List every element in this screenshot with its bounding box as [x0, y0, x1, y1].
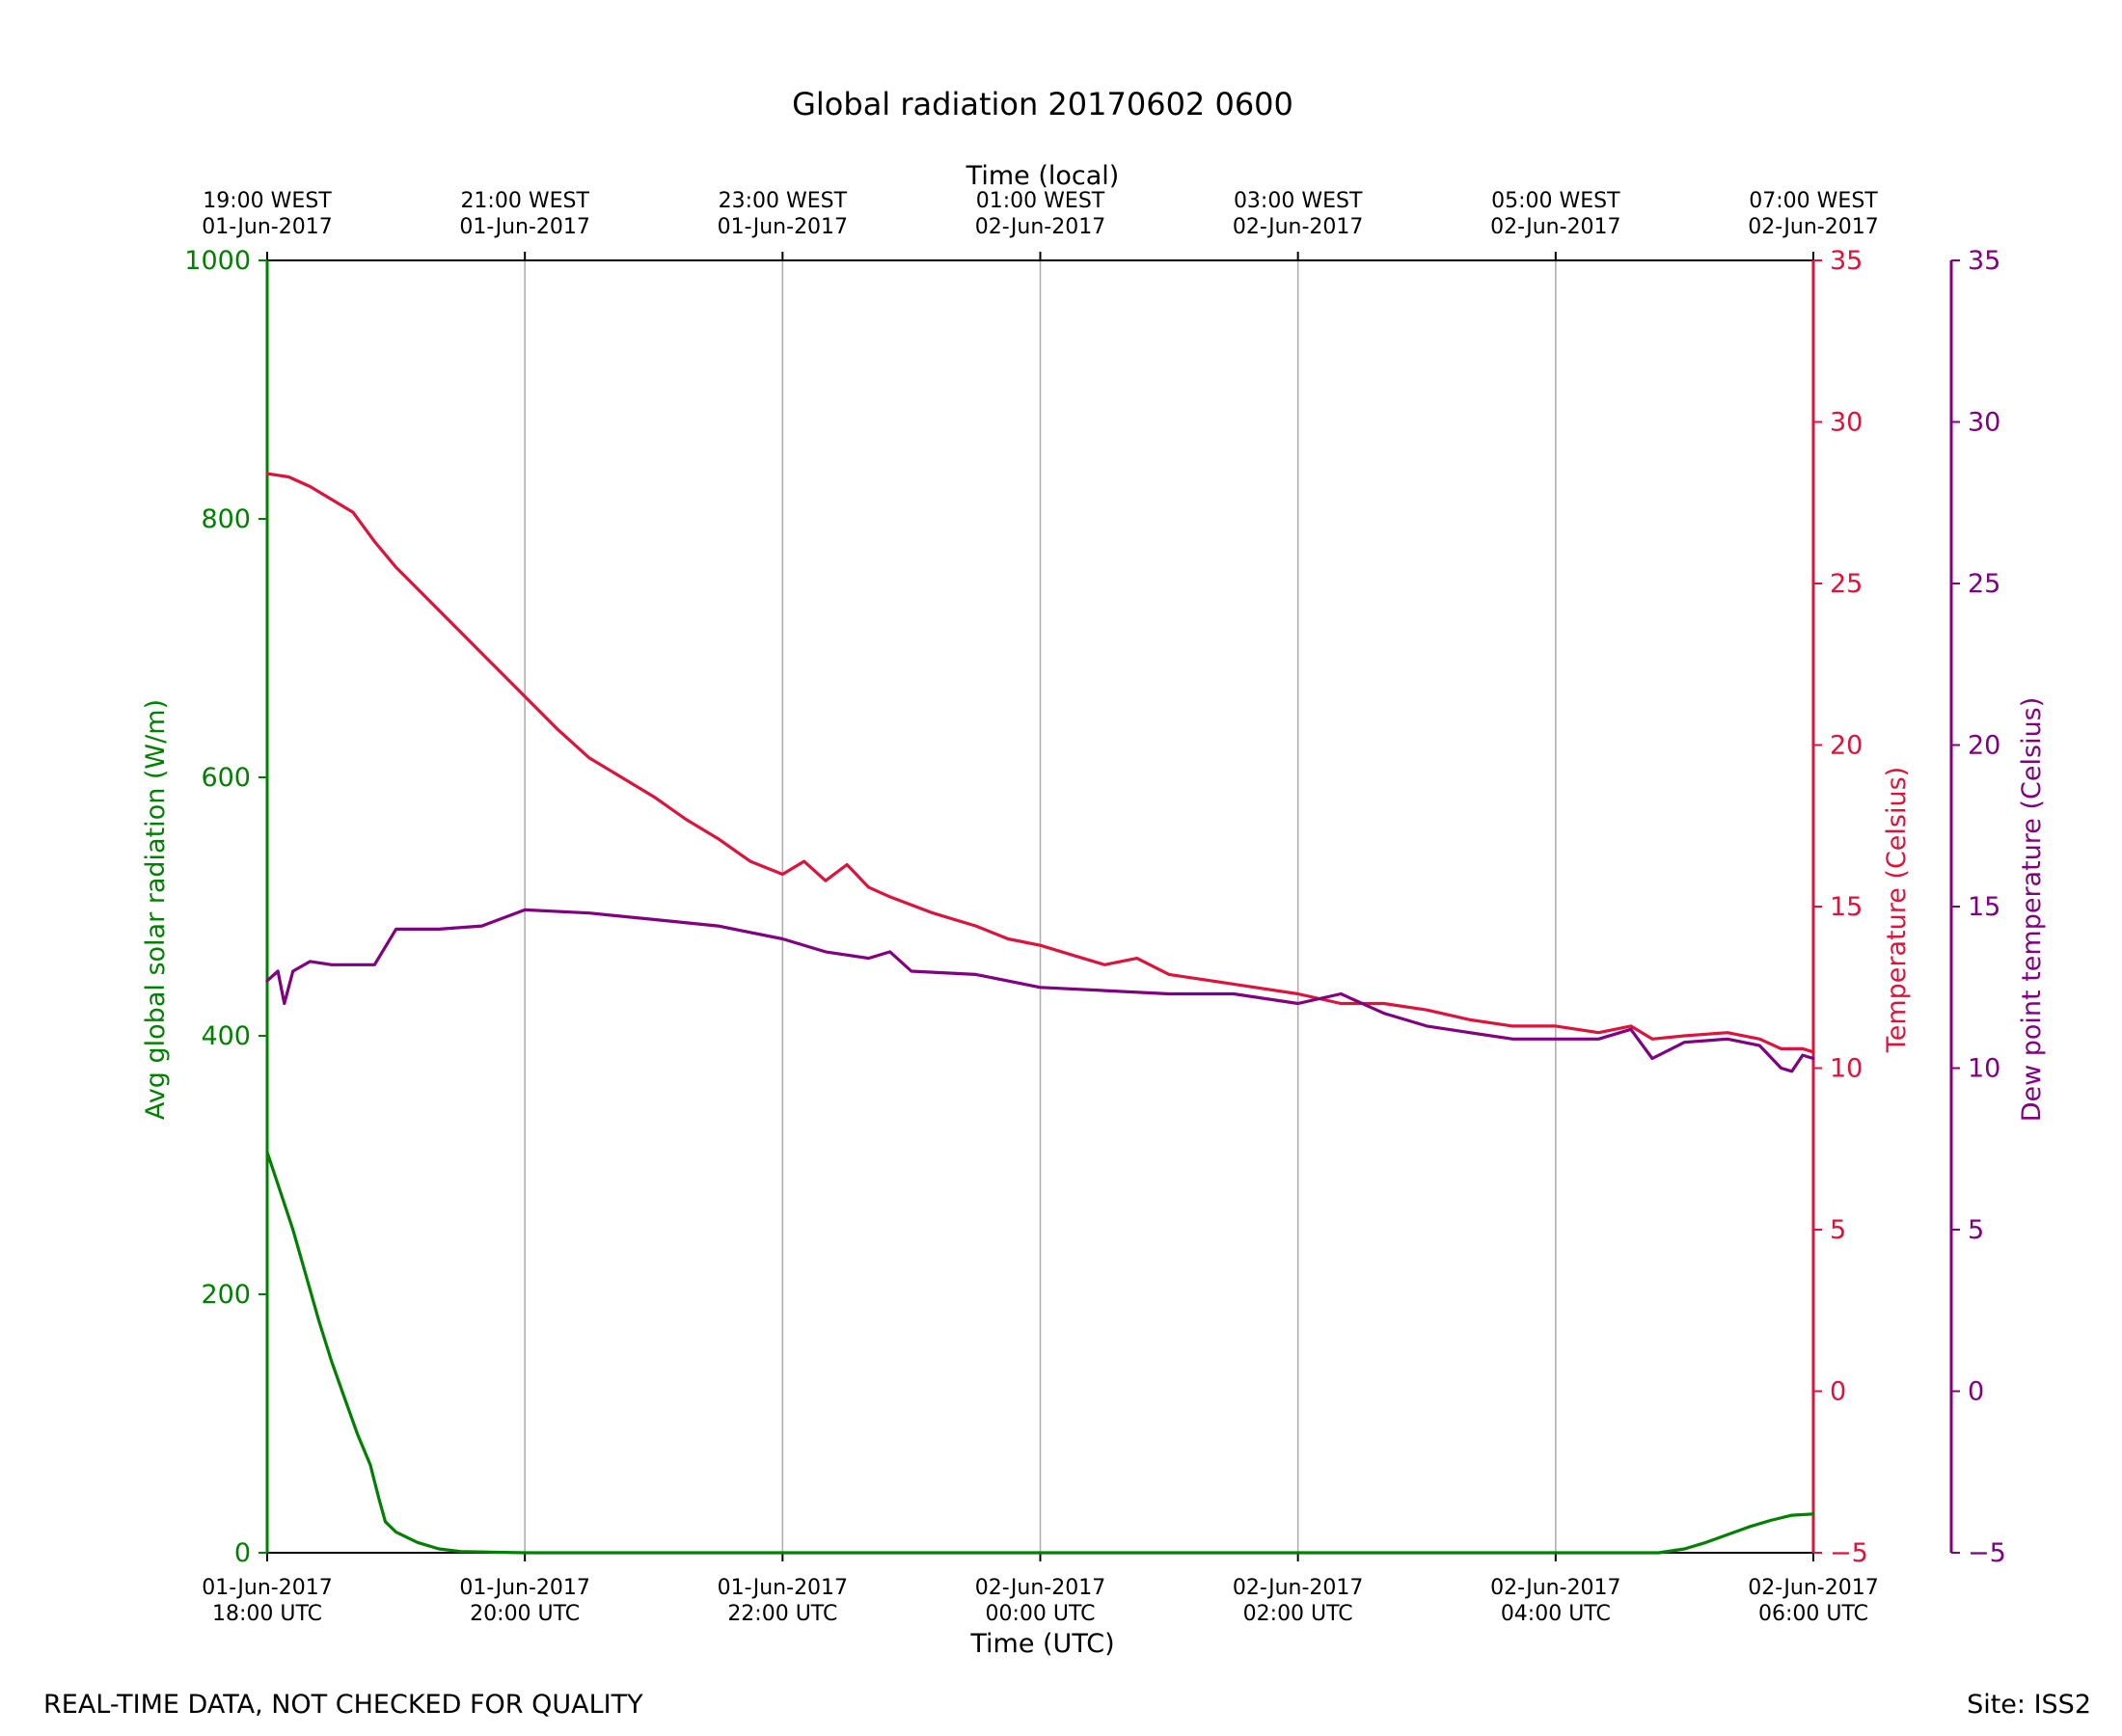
y-left-tick-label: 1000: [184, 246, 251, 276]
y-dew-tick-label: 10: [1968, 1054, 2000, 1084]
chart-title: Global radiation 20170602 0600: [792, 86, 1293, 122]
x-tick-label-time: 02:00 UTC: [1243, 1602, 1353, 1626]
y-temp-tick-label: 25: [1830, 569, 1863, 599]
y-temp-tick-label: 10: [1830, 1054, 1863, 1084]
x-tick-label-date: 02-Jun-2017: [1233, 1576, 1363, 1600]
top-tick-label-time: 07:00 WEST: [1749, 189, 1878, 213]
y-temp-tick-label: 5: [1830, 1215, 1846, 1245]
x-tick-label-time: 00:00 UTC: [985, 1602, 1095, 1626]
y-temp-tick-label: 30: [1830, 408, 1863, 438]
top-axis-label: Time (local): [966, 161, 1120, 191]
series-line-dewpoint: [265, 908, 1815, 1073]
top-tick-label-time: 05:00 WEST: [1491, 189, 1620, 213]
footer-quality-note: REAL-TIME DATA, NOT CHECKED FOR QUALITY: [43, 1690, 643, 1720]
top-tick-label-date: 02-Jun-2017: [1233, 215, 1363, 239]
y-temp-tick-label: 15: [1830, 892, 1863, 922]
top-tick-label-date: 02-Jun-2017: [975, 215, 1105, 239]
top-tick-label-date: 02-Jun-2017: [1748, 215, 1878, 239]
y-temp-tick-label: −5: [1830, 1538, 1868, 1568]
y-dew-tick-label: 0: [1968, 1377, 1984, 1407]
y-dew-axis-label: Dew point temperature (Celsius): [2017, 697, 2047, 1123]
y-dew-tick-label: −5: [1968, 1538, 2006, 1568]
x-tick-label-time: 04:00 UTC: [1501, 1602, 1611, 1626]
y-dew-tick-label: 15: [1968, 892, 2000, 922]
y-temp-tick-label: 0: [1830, 1377, 1846, 1407]
series-line-radiation: [265, 1151, 1815, 1555]
top-tick-label-date: 01-Jun-2017: [459, 215, 589, 239]
y-dew-tick-label: 20: [1968, 731, 2000, 761]
x-tick-label-date: 01-Jun-2017: [202, 1576, 332, 1600]
top-tick-label-time: 19:00 WEST: [203, 189, 332, 213]
top-tick-label-time: 23:00 WEST: [719, 189, 848, 213]
y-left-tick-label: 400: [201, 1021, 251, 1051]
x-tick-label-time: 06:00 UTC: [1758, 1602, 1868, 1626]
x-tick-label-date: 02-Jun-2017: [975, 1576, 1105, 1600]
top-tick-label-time: 21:00 WEST: [460, 189, 589, 213]
top-tick-label-date: 01-Jun-2017: [202, 215, 332, 239]
series-line-temperature: [265, 472, 1815, 1054]
top-tick-label-time: 03:00 WEST: [1234, 189, 1363, 213]
footer-site: Site: ISS2: [1967, 1690, 2091, 1720]
y-temp-tick-label: 35: [1830, 246, 1863, 276]
y-left-tick-label: 200: [201, 1280, 251, 1310]
x-tick-label-date: 01-Jun-2017: [459, 1576, 589, 1600]
y-dew-tick-label: 30: [1968, 408, 2000, 438]
x-tick-label-time: 22:00 UTC: [727, 1602, 837, 1626]
x-tick-label-time: 20:00 UTC: [470, 1602, 580, 1626]
x-tick-label-time: 18:00 UTC: [212, 1602, 322, 1626]
top-tick-label-time: 01:00 WEST: [976, 189, 1105, 213]
y-left-tick-label: 0: [234, 1538, 251, 1568]
top-tick-label-date: 01-Jun-2017: [718, 215, 848, 239]
y-left-axis-label: Avg global solar radiation (W/m): [141, 699, 171, 1120]
y-left-tick-label: 600: [201, 763, 251, 793]
y-dew-tick-label: 35: [1968, 246, 2000, 276]
y-dew-tick-label: 25: [1968, 569, 2000, 599]
y-temp-tick-label: 20: [1830, 731, 1863, 761]
top-tick-label-date: 02-Jun-2017: [1490, 215, 1620, 239]
y-left-tick-label: 800: [201, 504, 251, 534]
x-tick-label-date: 01-Jun-2017: [718, 1576, 848, 1600]
x-axis-label: Time (UTC): [969, 1629, 1114, 1659]
y-dew-tick-label: 5: [1968, 1215, 1984, 1245]
x-tick-label-date: 02-Jun-2017: [1748, 1576, 1878, 1600]
x-tick-label-date: 02-Jun-2017: [1490, 1576, 1620, 1600]
y-temp-axis-label: Temperature (Celsius): [1882, 767, 1912, 1053]
